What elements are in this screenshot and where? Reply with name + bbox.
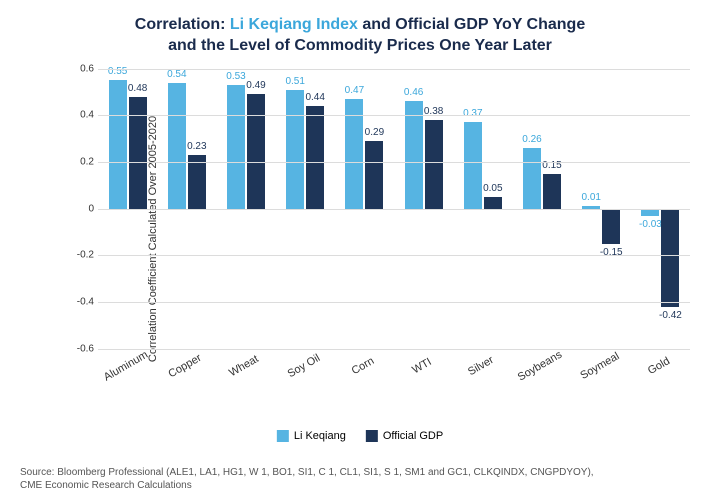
y-tick: 0.2	[70, 156, 94, 167]
grid-line	[98, 255, 690, 256]
plot-region: 0.550.480.540.230.530.490.510.440.470.29…	[98, 69, 690, 349]
x-axis-labels: AluminumCopperWheatSoy OilCornWTISilverS…	[98, 349, 690, 409]
title-highlight: Li Keqiang Index	[230, 16, 358, 33]
bar-gdp: 0.05	[484, 197, 502, 209]
bar-value-label: -0.03	[639, 219, 662, 230]
bar-value-label: 0.54	[167, 69, 186, 80]
bar-value-label: 0.05	[483, 183, 502, 194]
y-tick: 0.6	[70, 63, 94, 74]
source-text: Source: Bloomberg Professional (ALE1, LA…	[20, 466, 700, 492]
y-tick: 0.4	[70, 110, 94, 121]
bar-value-label: 0.29	[365, 127, 384, 138]
bar-value-label: 0.23	[187, 141, 206, 152]
bar-value-label: 0.51	[285, 76, 304, 87]
bar-li: -0.03	[641, 209, 659, 216]
legend-label-li: Li Keqiang	[294, 430, 346, 442]
bar-value-label: 0.49	[246, 80, 265, 91]
y-tick: -0.6	[70, 343, 94, 354]
bar-gdp: 0.23	[188, 155, 206, 209]
chart-title: Correlation: Li Keqiang Index and Offici…	[20, 15, 700, 57]
y-tick: 0	[70, 203, 94, 214]
bar-gdp: 0.38	[425, 120, 443, 209]
bar-li: 0.55	[109, 80, 127, 208]
legend-swatch-li	[277, 430, 289, 442]
chart-area: Correlation Coefficient Calculated Over …	[70, 69, 690, 409]
legend-label-gdp: Official GDP	[383, 430, 443, 442]
bar-gdp: 0.49	[247, 94, 265, 208]
legend-item-gdp: Official GDP	[366, 430, 443, 442]
y-tick: -0.2	[70, 250, 94, 261]
x-label: Gold	[626, 339, 707, 421]
bar-value-label: 0.44	[305, 92, 324, 103]
bar-li: 0.53	[227, 85, 245, 209]
grid-line	[98, 209, 690, 210]
grid-line	[98, 115, 690, 116]
bar-gdp: 0.48	[129, 97, 147, 209]
bar-gdp: 0.44	[306, 106, 324, 209]
bar-value-label: 0.01	[581, 192, 600, 203]
legend: Li Keqiang Official GDP	[277, 430, 443, 442]
bar-li: 0.46	[405, 101, 423, 208]
bar-value-label: 0.53	[226, 71, 245, 82]
grid-line	[98, 162, 690, 163]
bar-value-label: 0.48	[128, 83, 147, 94]
bar-li: 0.51	[286, 90, 304, 209]
grid-line	[98, 69, 690, 70]
bar-value-label: 0.47	[345, 85, 364, 96]
bar-value-label: 0.37	[463, 108, 482, 119]
bar-gdp: 0.15	[543, 174, 561, 209]
bar-gdp: 0.29	[365, 141, 383, 209]
bar-value-label: -0.42	[659, 310, 682, 321]
legend-swatch-gdp	[366, 430, 378, 442]
grid-line	[98, 302, 690, 303]
bar-gdp: -0.15	[602, 209, 620, 244]
legend-item-li: Li Keqiang	[277, 430, 346, 442]
bar-li: 0.54	[168, 83, 186, 209]
bar-li: 0.26	[523, 148, 541, 209]
title-prefix: Correlation:	[135, 16, 230, 33]
bar-value-label: 0.46	[404, 87, 423, 98]
y-tick: -0.4	[70, 296, 94, 307]
bar-gdp: -0.42	[661, 209, 679, 307]
bar-value-label: 0.26	[522, 134, 541, 145]
bar-li: 0.37	[464, 122, 482, 208]
